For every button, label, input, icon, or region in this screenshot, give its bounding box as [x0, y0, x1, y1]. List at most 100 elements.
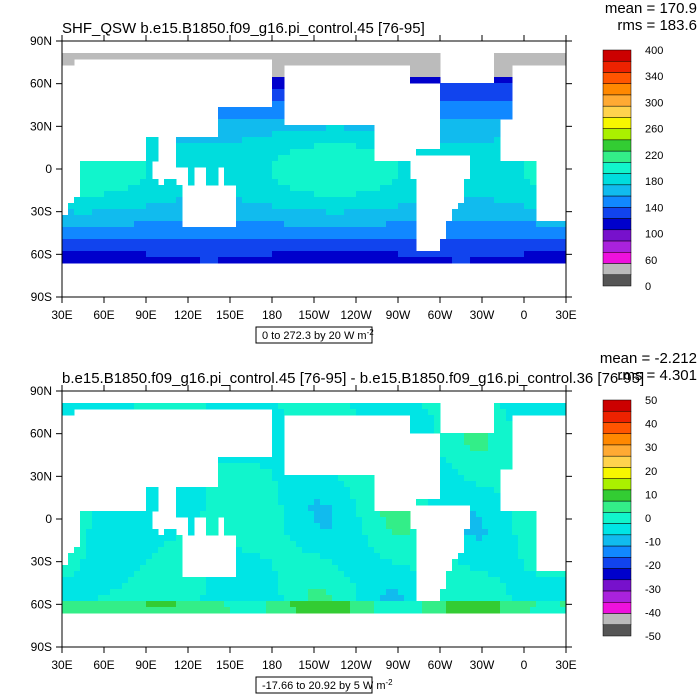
- colorbar-swatch: [602, 162, 632, 174]
- range-label-box: [255, 676, 373, 694]
- x-tick-label: 90W: [386, 308, 411, 322]
- x-tick-label: 30W: [470, 658, 495, 672]
- range-label: -17.66 to 20.92 by 5 W m-2: [262, 678, 393, 692]
- range-label-exponent: -2: [386, 678, 394, 687]
- colorbar-swatch: [602, 433, 632, 446]
- rms-label: rms = 4.301: [617, 367, 697, 384]
- colorbar-label: 300: [645, 97, 663, 109]
- x-tick-label: 150E: [216, 658, 244, 672]
- colorbar-label: 260: [645, 124, 663, 136]
- x-tick-label: 90W: [386, 658, 411, 672]
- y-tick-label: 30N: [30, 119, 52, 133]
- x-tick-label: 30W: [470, 308, 495, 322]
- x-tick-label: 120W: [340, 308, 372, 322]
- colorbar-label: -10: [645, 537, 661, 549]
- x-tick-label: 150W: [298, 658, 330, 672]
- colorbar-swatch: [602, 590, 632, 603]
- colorbar-label: -30: [645, 584, 661, 596]
- rms-label: rms = 183.6: [617, 17, 697, 34]
- colorbar-swatch: [602, 478, 632, 491]
- range-label: 0 to 272.3 by 20 W m-2: [262, 328, 374, 342]
- colorbar-label: 40: [645, 419, 657, 431]
- chart-title: b.e15.B1850.f09_g16.pi_control.45 [76-95…: [62, 370, 644, 387]
- x-tick-label: 30E: [555, 308, 576, 322]
- x-tick-label: 30E: [51, 658, 72, 672]
- colorbar-label: 0: [645, 281, 651, 293]
- colorbar-swatch: [602, 263, 632, 276]
- x-tick-label: 120E: [174, 658, 202, 672]
- x-tick-label: 60W: [428, 658, 453, 672]
- contour-field: [62, 53, 567, 264]
- colorbar-swatch: [602, 83, 632, 96]
- colorbar-swatch: [602, 139, 632, 152]
- colorbar-swatch: [602, 49, 632, 62]
- colorbar-swatch: [602, 579, 632, 592]
- x-tick-label: 60E: [93, 658, 114, 672]
- x-tick-label: 120E: [174, 308, 202, 322]
- x-tick-label: 30E: [555, 658, 576, 672]
- colorbar-swatch: [602, 512, 632, 524]
- x-tick-label: 180: [262, 658, 282, 672]
- x-tick-label: 150E: [216, 308, 244, 322]
- y-tick-label: 90N: [30, 34, 52, 48]
- range-label-exponent: -2: [367, 328, 375, 337]
- colorbar-swatch: [602, 117, 632, 129]
- y-tick-label: 60S: [31, 597, 52, 611]
- colorbar-swatch: [602, 252, 632, 264]
- y-tick-label: 90N: [30, 384, 52, 398]
- colorbar-swatch: [602, 422, 632, 434]
- colorbar-label: 50: [645, 395, 657, 407]
- colorbar-swatch: [602, 602, 632, 614]
- y-tick-label: 60N: [30, 77, 52, 91]
- range-label-box: [255, 326, 373, 344]
- colorbar-label: -50: [645, 631, 661, 643]
- colorbar-swatch: [602, 613, 632, 626]
- colorbar-swatch: [602, 173, 632, 186]
- x-tick-label: 60E: [93, 308, 114, 322]
- colorbar-label: -20: [645, 560, 661, 572]
- y-tick-label: 30S: [31, 205, 52, 219]
- chart-title: SHF_QSW b.e15.B1850.f09_g16.pi_control.4…: [62, 20, 425, 37]
- colorbar-swatch: [602, 523, 632, 536]
- colorbar-swatch: [602, 534, 632, 547]
- mean-label: mean = 170.9: [605, 0, 697, 17]
- colorbar-swatch: [602, 274, 632, 287]
- colorbar-label: 30: [645, 442, 657, 454]
- y-tick-label: 60N: [30, 427, 52, 441]
- colorbar-label: 20: [645, 466, 657, 478]
- colorbar-swatch: [602, 500, 632, 513]
- x-tick-label: 120W: [340, 658, 372, 672]
- colorbar-swatch: [602, 94, 632, 107]
- range-label-text: 0 to 272.3 by 20 W m: [262, 330, 367, 342]
- y-tick-label: 90S: [31, 290, 52, 304]
- colorbar-swatch: [602, 467, 632, 479]
- colorbar-swatch: [602, 128, 632, 141]
- y-tick-label: 90S: [31, 640, 52, 654]
- x-tick-label: 30E: [51, 308, 72, 322]
- x-tick-label: 0: [521, 308, 528, 322]
- colorbar-swatch: [602, 240, 632, 253]
- contour-field: [62, 403, 567, 614]
- colorbar-swatch: [602, 410, 632, 423]
- colorbar-label: 60: [645, 255, 657, 267]
- colorbar-swatch: [602, 399, 632, 412]
- colorbar: 50 40 30 20 10 0 -10 -20 -30 -40 -50: [602, 395, 661, 643]
- colorbar-swatch: [602, 568, 632, 581]
- x-tick-label: 90E: [135, 308, 156, 322]
- colorbar-label: 340: [645, 71, 663, 83]
- colorbar-label: 140: [645, 202, 663, 214]
- colorbar-swatch: [602, 444, 632, 457]
- colorbar-label: 0: [645, 513, 651, 525]
- colorbar-swatch: [602, 624, 632, 637]
- colorbar-label: 400: [645, 45, 663, 57]
- colorbar-swatch: [602, 489, 632, 502]
- colorbar-swatch: [602, 195, 632, 208]
- colorbar-swatch: [602, 557, 632, 569]
- y-tick-label: 0: [45, 512, 52, 526]
- y-tick-label: 60S: [31, 247, 52, 261]
- y-tick-label: 0: [45, 162, 52, 176]
- colorbar-label: 180: [645, 176, 663, 188]
- colorbar-swatch: [602, 455, 632, 468]
- colorbar-swatch: [602, 150, 632, 163]
